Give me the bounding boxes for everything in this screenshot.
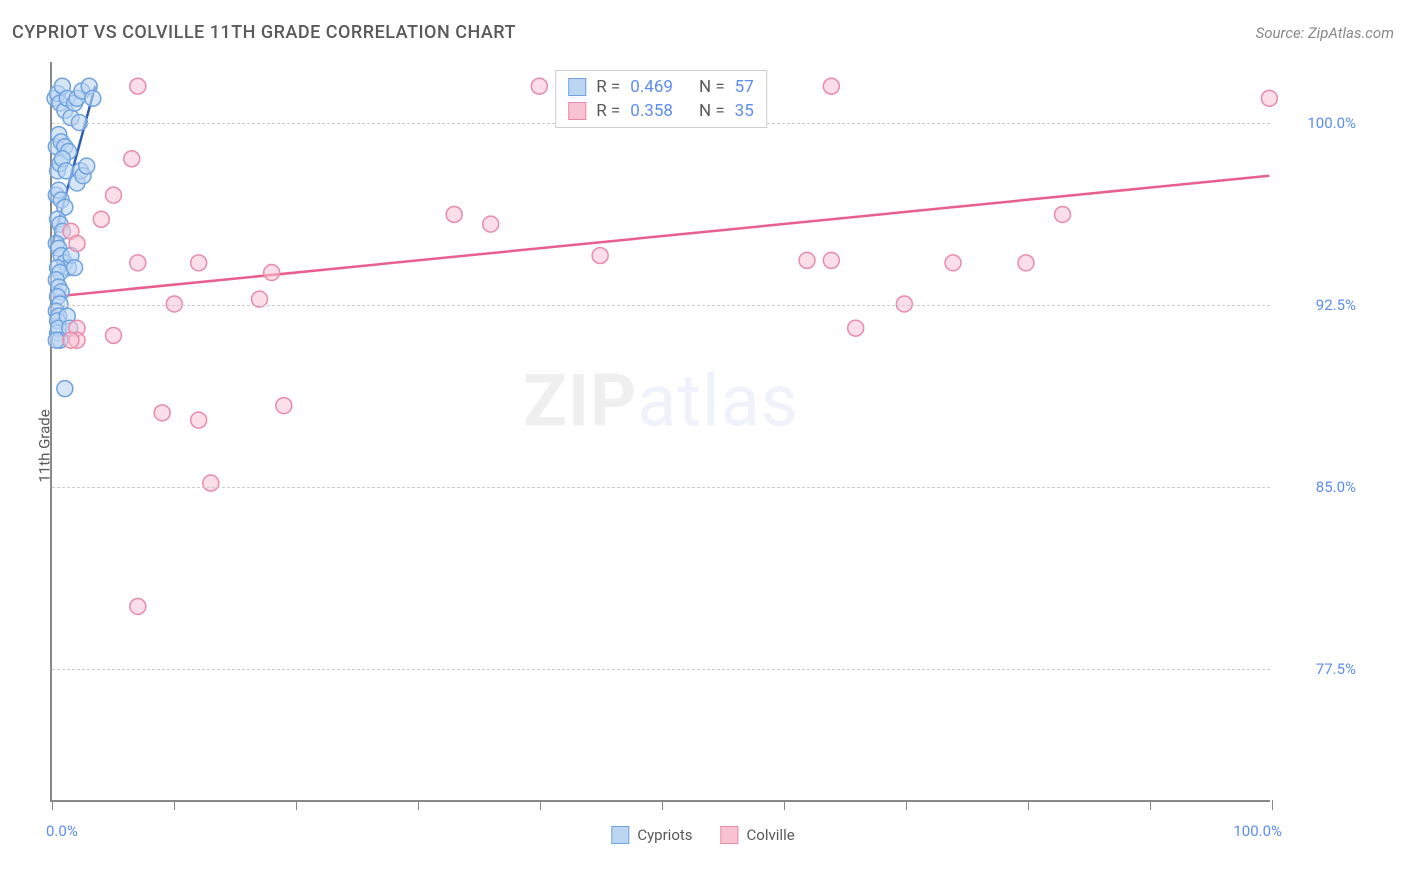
y-tick-label: 100.0%: [1276, 114, 1356, 132]
x-tick: [540, 800, 541, 810]
stat-n-value: 57: [735, 77, 754, 97]
data-point-cypriots: [85, 90, 101, 106]
data-point-colville: [848, 320, 864, 336]
x-tick: [418, 800, 419, 810]
plot-area: ZIPatlas R = 0.469 N = 57 R = 0.358 N = …: [50, 62, 1270, 802]
data-point-cypriots: [57, 381, 73, 397]
data-point-colville: [823, 252, 839, 268]
data-point-colville: [1261, 90, 1277, 106]
stat-n-value: 35: [735, 101, 754, 121]
data-point-colville: [106, 187, 122, 203]
data-point-colville: [154, 405, 170, 421]
x-tick: [174, 800, 175, 810]
series-legend: Cypriots Colville: [611, 826, 794, 844]
data-point-colville: [276, 398, 292, 414]
data-point-colville: [106, 327, 122, 343]
data-point-cypriots: [67, 260, 83, 276]
data-point-colville: [124, 151, 140, 167]
x-tick: [784, 800, 785, 810]
stat-r-value: 0.358: [630, 101, 673, 121]
data-point-colville: [531, 78, 547, 94]
y-tick-label: 92.5%: [1276, 296, 1356, 314]
stats-row-colville: R = 0.358 N = 35: [568, 99, 754, 123]
data-point-colville: [945, 255, 961, 271]
data-point-colville: [1018, 255, 1034, 271]
chart-header: CYPRIOT VS COLVILLE 11TH GRADE CORRELATI…: [12, 22, 1394, 43]
data-point-colville: [799, 252, 815, 268]
stat-n-label: N =: [699, 77, 725, 97]
legend-item-colville: Colville: [721, 826, 795, 844]
x-tick: [1150, 800, 1151, 810]
data-point-colville: [130, 255, 146, 271]
stat-r-value: 0.469: [630, 77, 673, 97]
stats-row-cypriots: R = 0.469 N = 57: [568, 75, 754, 99]
chart-svg: [52, 62, 1270, 800]
stat-r-label: R =: [596, 101, 620, 121]
data-point-cypriots: [48, 332, 64, 348]
swatch-cypriots: [611, 826, 629, 844]
x-label-min: 0.0%: [46, 822, 78, 840]
stat-r-label: R =: [596, 77, 620, 97]
data-point-colville: [1055, 206, 1071, 222]
stats-legend: R = 0.469 N = 57 R = 0.358 N = 35: [555, 70, 767, 128]
data-point-colville: [264, 265, 280, 281]
gridline: [52, 487, 1270, 488]
data-point-colville: [93, 211, 109, 227]
chart-title: CYPRIOT VS COLVILLE 11TH GRADE CORRELATI…: [12, 22, 516, 43]
y-tick-label: 77.5%: [1276, 660, 1356, 678]
data-point-colville: [592, 248, 608, 264]
data-point-colville: [823, 78, 839, 94]
data-point-cypriots: [79, 158, 95, 174]
x-tick: [52, 800, 53, 810]
chart-source: Source: ZipAtlas.com: [1256, 24, 1394, 42]
data-point-colville: [446, 206, 462, 222]
gridline: [52, 305, 1270, 306]
legend-label: Cypriots: [637, 826, 692, 844]
x-tick: [1028, 800, 1029, 810]
data-point-colville: [191, 255, 207, 271]
data-point-colville: [130, 598, 146, 614]
data-point-colville: [63, 332, 79, 348]
x-tick: [1272, 800, 1273, 810]
x-tick: [662, 800, 663, 810]
trend-line-colville: [53, 176, 1270, 297]
data-point-colville: [203, 475, 219, 491]
x-label-max: 100.0%: [1233, 822, 1282, 840]
legend-item-cypriots: Cypriots: [611, 826, 692, 844]
y-tick-label: 85.0%: [1276, 478, 1356, 496]
stat-n-label: N =: [699, 101, 725, 121]
data-point-colville: [483, 216, 499, 232]
x-tick: [906, 800, 907, 810]
legend-label: Colville: [747, 826, 795, 844]
swatch-colville: [568, 102, 586, 120]
x-tick: [296, 800, 297, 810]
data-point-colville: [191, 412, 207, 428]
data-point-colville: [69, 235, 85, 251]
swatch-colville: [721, 826, 739, 844]
data-point-colville: [130, 78, 146, 94]
swatch-cypriots: [568, 78, 586, 96]
gridline: [52, 669, 1270, 670]
